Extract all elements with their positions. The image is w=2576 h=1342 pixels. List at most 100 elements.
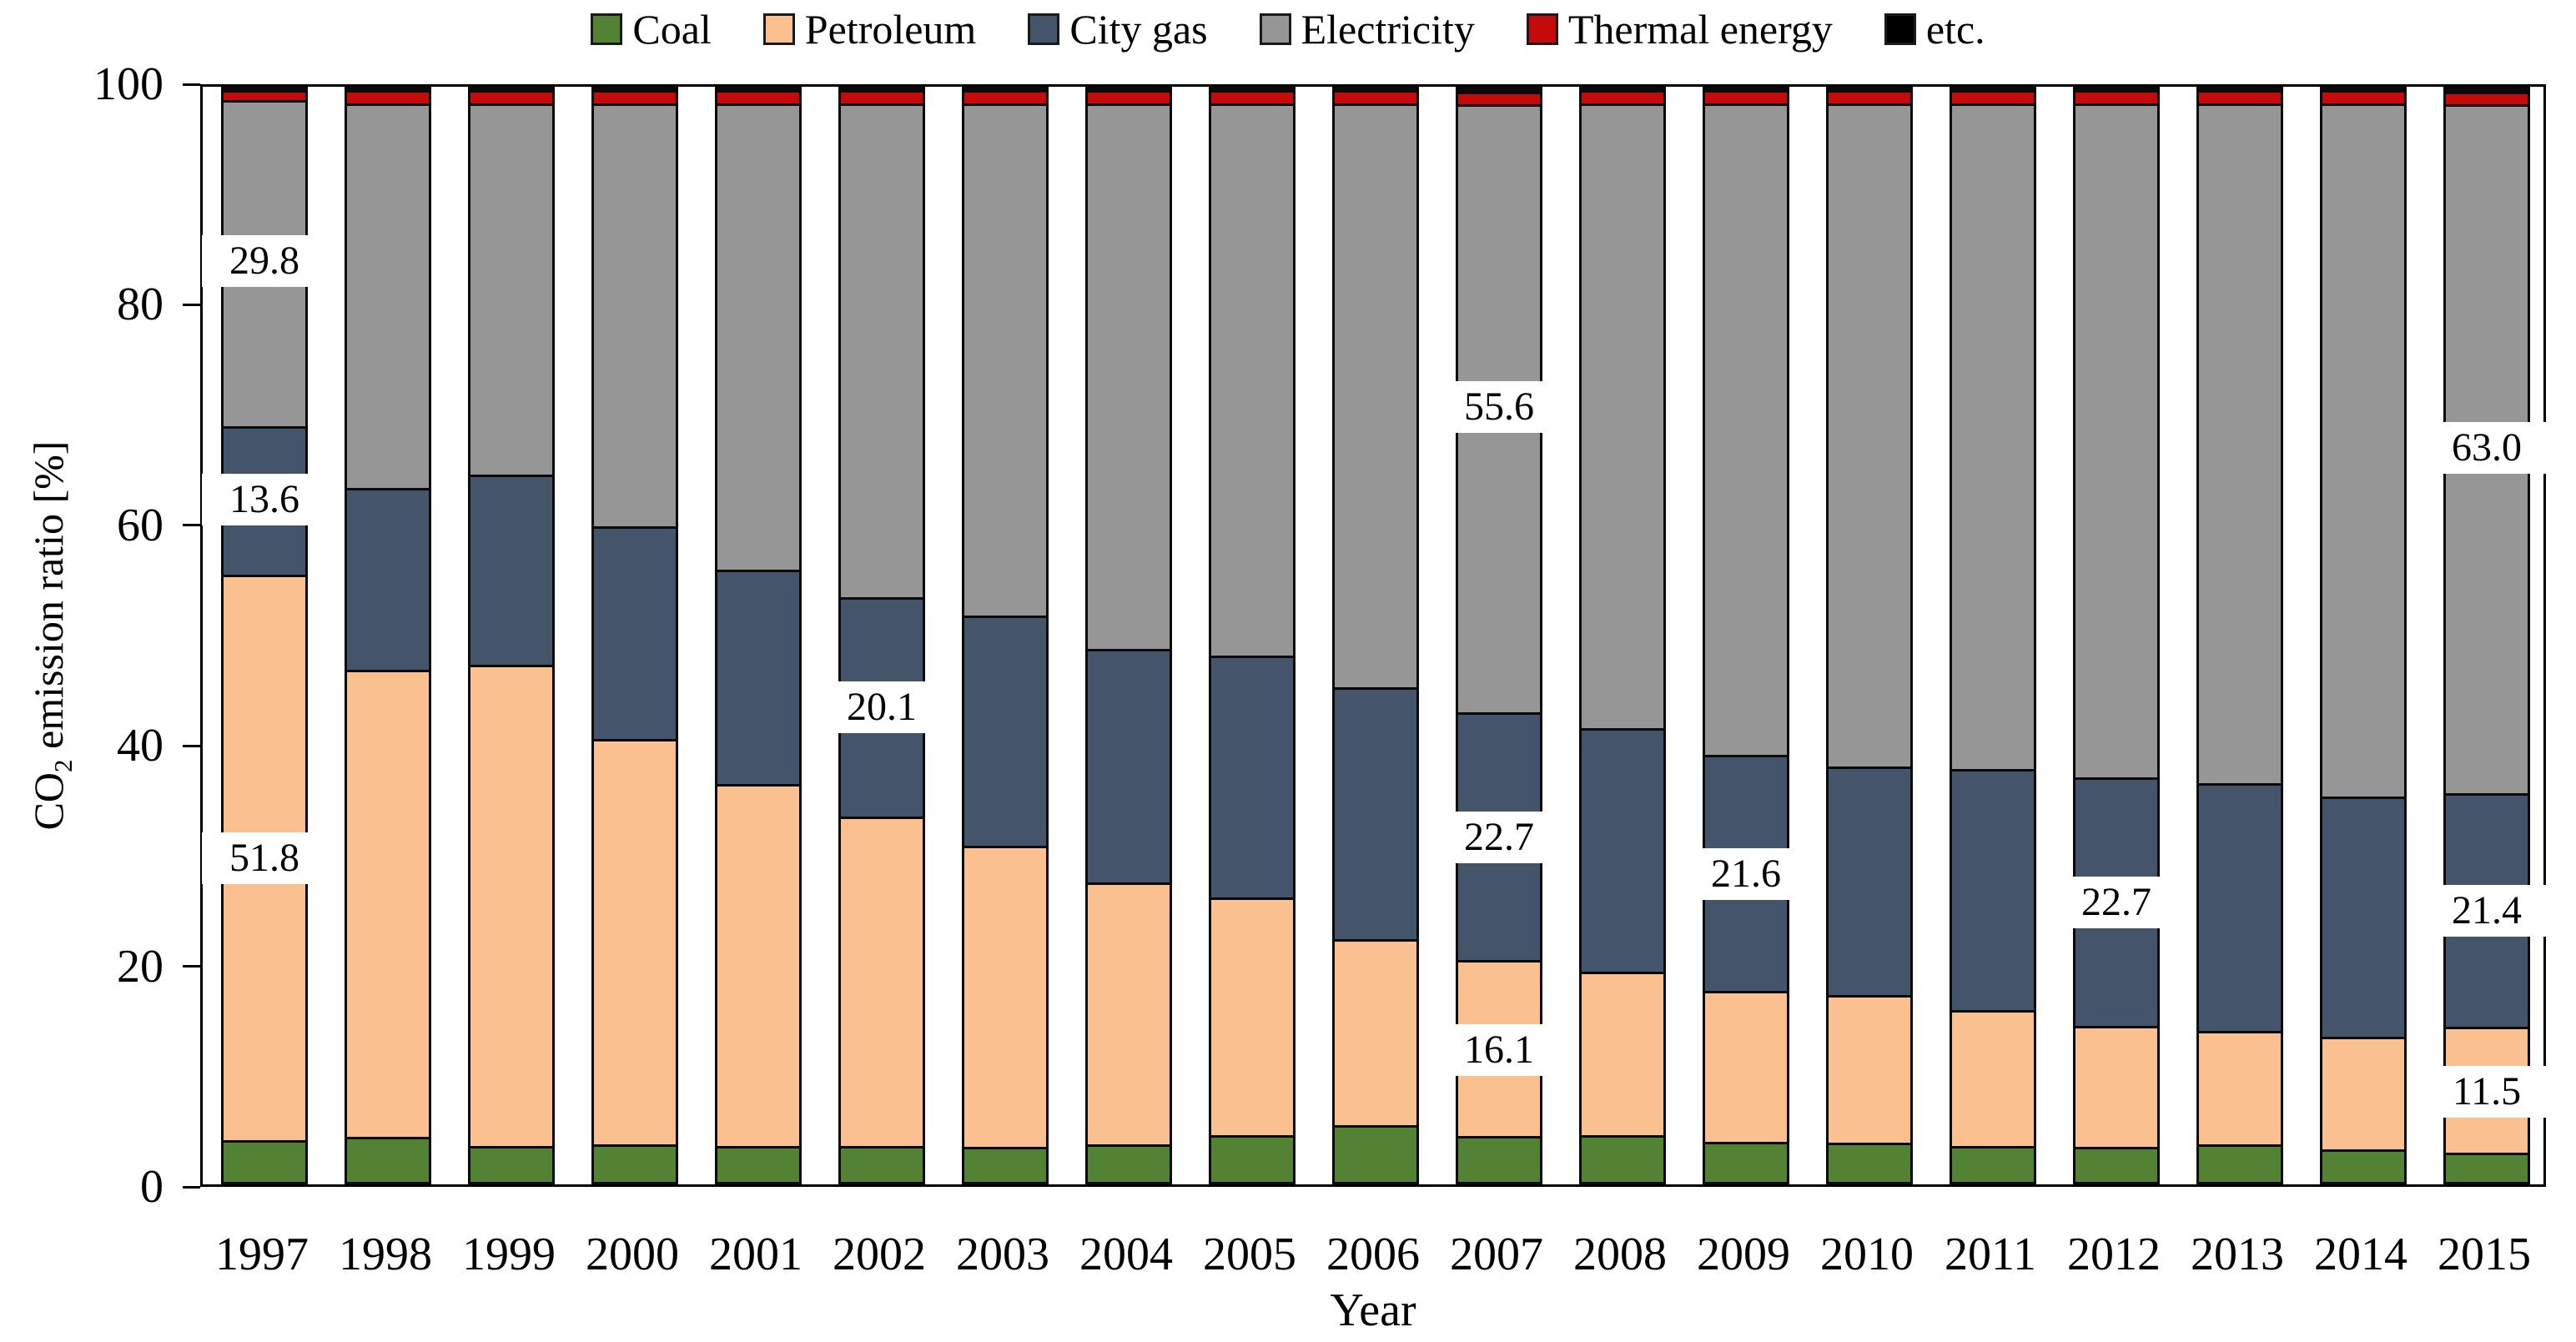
legend-label-electricity: Electricity <box>1301 6 1475 53</box>
segment-2006-etc <box>1335 89 1416 91</box>
segment-2013-city-gas <box>2199 782 2281 1032</box>
legend-label-etc: etc. <box>1925 6 1985 53</box>
segment-2003-coal <box>964 1147 1046 1182</box>
legend-item-petroleum: Petroleum <box>762 8 976 50</box>
legend-label-thermal-energy: Thermal energy <box>1567 6 1833 53</box>
segment-2005-etc <box>1211 89 1293 91</box>
legend: Coal Petroleum City gas Electricity Thermal … <box>0 8 2576 50</box>
segment-2003-city-gas <box>964 616 1046 846</box>
bar-2011 <box>1950 87 2036 1184</box>
segment-2005-electricity <box>1211 103 1293 656</box>
segment-2003-electricity <box>964 103 1046 616</box>
segment-2012-electricity <box>2075 103 2157 778</box>
bar-1999 <box>468 87 555 1184</box>
x-tick-label-2010: 2010 <box>1820 1229 1914 1280</box>
segment-2014-etc <box>2322 89 2404 91</box>
data-label-1997-electricity: 29.8 <box>202 235 327 288</box>
segment-2014-electricity <box>2322 103 2404 797</box>
segment-2008-thermal-energy <box>1582 90 1663 104</box>
segment-2000-thermal-energy <box>594 90 676 104</box>
bar-2015 <box>2443 87 2530 1184</box>
y-axis-title-rest: emission ratio [%] <box>25 440 72 760</box>
segment-2009-etc <box>1705 89 1787 91</box>
bar-2012 <box>2073 87 2160 1184</box>
segment-2001-petroleum <box>717 784 799 1146</box>
x-tick-label-2013: 2013 <box>2191 1229 2284 1280</box>
data-label-1997-city-gas: 13.6 <box>202 473 327 525</box>
segment-1999-electricity <box>470 103 552 475</box>
segment-1998-etc <box>347 89 429 91</box>
segment-2000-coal <box>594 1144 676 1182</box>
x-tick-label-2000: 2000 <box>586 1229 679 1280</box>
y-tick-label-20: 20 <box>117 940 164 993</box>
segment-1998-petroleum <box>347 669 429 1138</box>
x-tick-label-1997: 1997 <box>215 1229 309 1280</box>
plot-area: 51.8 13.6 29.8 20.1 16.1 22.7 55.6 21.6 22.7 11.5… <box>200 84 2549 1187</box>
segment-2001-coal <box>717 1145 799 1182</box>
segment-2002-thermal-energy <box>841 90 923 104</box>
segment-2000-city-gas <box>594 526 676 740</box>
x-tick-label-2007: 2007 <box>1450 1229 1543 1280</box>
data-label-2009-city-gas: 21.6 <box>1683 847 1809 900</box>
legend-swatch-electricity-icon <box>1259 13 1291 45</box>
segment-2012-coal <box>2075 1147 2157 1182</box>
segment-2012-petroleum <box>2075 1025 2157 1148</box>
y-tick-mark-40 <box>183 744 200 747</box>
segment-2004-etc <box>1088 89 1170 91</box>
segment-2006-coal <box>1335 1124 1416 1182</box>
data-label-2015-petroleum: 11.5 <box>2424 1065 2549 1118</box>
legend-item-city-gas: City gas <box>1028 6 1208 53</box>
segment-1999-city-gas <box>470 475 552 666</box>
bar-2014 <box>2320 87 2407 1184</box>
segment-1998-city-gas <box>347 488 429 670</box>
segment-2010-etc <box>1829 89 1910 91</box>
segment-2011-city-gas <box>1952 768 2034 1011</box>
segment-2002-etc <box>841 89 923 91</box>
segment-2010-city-gas <box>1829 766 1910 995</box>
bar-2000 <box>591 87 678 1184</box>
segment-2008-city-gas <box>1582 728 1663 973</box>
segment-2006-electricity <box>1335 103 1416 687</box>
segment-1998-electricity <box>347 103 429 489</box>
legend-item-thermal-energy: Thermal energy <box>1526 6 1833 53</box>
segment-1999-petroleum <box>470 665 552 1146</box>
y-axis-title-co: CO <box>25 772 72 831</box>
segment-2005-coal <box>1211 1134 1293 1182</box>
segment-2004-city-gas <box>1088 648 1170 883</box>
segment-2010-petroleum <box>1829 995 1910 1143</box>
x-tick-label-1998: 1998 <box>339 1229 432 1280</box>
segment-2013-electricity <box>2199 103 2281 783</box>
y-tick-mark-80 <box>183 303 200 306</box>
segment-2006-thermal-energy <box>1335 90 1416 104</box>
legend-label-city-gas: City gas <box>1069 6 1208 53</box>
data-label-2012-city-gas: 22.7 <box>2054 877 2179 929</box>
segment-1998-coal <box>347 1137 429 1182</box>
legend-swatch-city-gas-icon <box>1028 13 1060 45</box>
segment-1999-thermal-energy <box>470 90 552 104</box>
segment-2006-city-gas <box>1335 686 1416 940</box>
legend-label-coal: Coal <box>632 6 712 53</box>
x-tick-label-2012: 2012 <box>2067 1229 2161 1280</box>
legend-item-electricity: Electricity <box>1259 6 1475 53</box>
segment-2009-petroleum <box>1705 990 1787 1142</box>
x-tick-label-2005: 2005 <box>1203 1229 1296 1280</box>
x-tick-label-2004: 2004 <box>1079 1229 1173 1280</box>
segment-1997-thermal-energy <box>224 90 305 101</box>
x-axis-title: Year <box>1330 1284 1416 1336</box>
segment-2002-electricity <box>841 103 923 598</box>
segment-2001-etc <box>717 89 799 91</box>
segment-2013-thermal-energy <box>2199 90 2281 104</box>
segment-2004-electricity <box>1088 103 1170 649</box>
bar-2002 <box>838 87 925 1184</box>
segment-2013-etc <box>2199 89 2281 91</box>
data-label-2007-city-gas: 22.7 <box>1436 811 1562 863</box>
legend-swatch-petroleum-icon <box>762 13 795 45</box>
data-label-2002-city-gas: 20.1 <box>819 681 944 734</box>
segment-2011-coal <box>1952 1145 2034 1182</box>
bar-2005 <box>1209 87 1296 1184</box>
x-tick-label-2008: 2008 <box>1573 1229 1667 1280</box>
segment-2011-etc <box>1952 89 2034 91</box>
segment-2010-thermal-energy <box>1829 90 1910 104</box>
segment-2005-thermal-energy <box>1211 90 1293 104</box>
x-tick-label-2001: 2001 <box>709 1229 802 1280</box>
